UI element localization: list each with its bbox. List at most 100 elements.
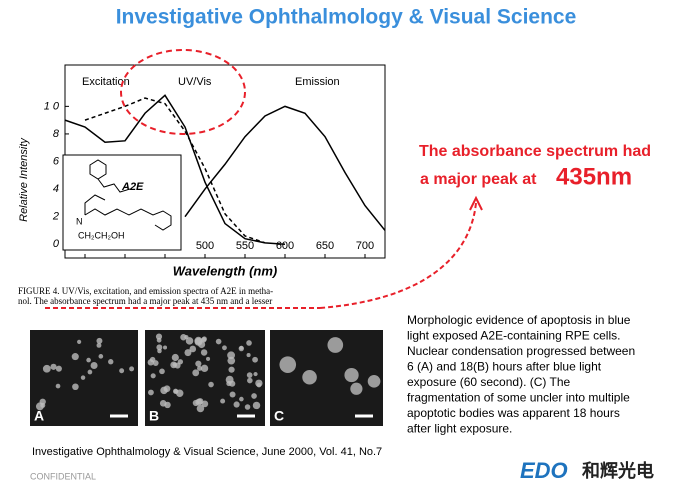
cell — [194, 336, 203, 345]
description-line: 6 (A) and 18(B) hours after blue light — [407, 360, 602, 374]
description-line: exposure (60 second). (C) The — [407, 375, 571, 389]
cell — [222, 345, 227, 351]
cell — [327, 337, 344, 353]
cell — [246, 353, 251, 358]
cell — [208, 381, 214, 388]
cell — [50, 363, 57, 370]
x-tick-label: 550 — [236, 240, 254, 252]
panel-label: B — [149, 408, 159, 424]
cell — [233, 401, 240, 408]
y-tick-label: 8 — [53, 128, 60, 140]
caption: FIGURE 4. UV/Vis, excitation, and emissi… — [18, 286, 273, 296]
x-tick-label: 700 — [356, 240, 374, 252]
caption: nol. The absorbance spectrum had a major… — [18, 296, 272, 306]
highlight-ellipse — [120, 49, 246, 135]
callout: a major peak at — [420, 171, 537, 188]
cell — [195, 360, 202, 367]
cell — [72, 383, 79, 391]
cell — [228, 366, 235, 373]
cell — [225, 375, 234, 384]
cell — [87, 369, 93, 375]
cell — [171, 353, 179, 362]
cell — [173, 388, 179, 394]
cell — [246, 372, 253, 378]
cell — [155, 333, 163, 340]
cell — [197, 365, 203, 371]
callout: The absorbance spectrum had — [419, 143, 651, 160]
cell — [279, 356, 297, 373]
cell — [71, 353, 79, 361]
inset — [62, 154, 182, 251]
cell — [96, 337, 103, 344]
cell — [244, 404, 251, 410]
cell — [185, 337, 194, 345]
cell — [156, 337, 162, 343]
y-tick-label: 6 — [53, 155, 60, 167]
cell — [172, 362, 177, 367]
legend-label: Emission — [295, 76, 340, 88]
confidential: CONFIDENTIAL — [30, 471, 96, 481]
cell — [86, 357, 91, 363]
legend-label: Excitation — [82, 76, 130, 88]
cell — [196, 404, 205, 413]
cell — [119, 368, 125, 374]
arrow — [319, 202, 477, 309]
cell — [247, 377, 253, 384]
cell — [152, 360, 159, 366]
cell — [55, 383, 61, 389]
description-line: light exposed A2E-containing RPE cells. — [407, 329, 620, 343]
cell — [367, 374, 381, 388]
title: Investigative Ophthalmology & Visual Sci… — [116, 6, 577, 29]
cell — [150, 373, 156, 379]
cell — [201, 337, 207, 343]
panel-label: C — [274, 408, 284, 424]
cell — [90, 362, 98, 370]
cell — [256, 382, 262, 388]
cell — [147, 359, 154, 366]
x-tick-label: 500 — [196, 240, 214, 252]
cell — [246, 340, 252, 346]
spectrum-line — [184, 105, 386, 231]
cell — [302, 370, 317, 385]
y-tick-label: 1 0 — [44, 100, 60, 112]
arrow-head — [469, 195, 483, 211]
photos: A B C — [30, 330, 383, 426]
cell — [159, 368, 165, 375]
cell — [156, 344, 163, 351]
description: Morphologic evidence of apoptosis in blu… — [407, 313, 635, 436]
cell — [251, 393, 257, 399]
structure — [84, 159, 172, 231]
cell — [96, 342, 102, 348]
description-line: after light exposure. — [407, 422, 512, 436]
description-line: fragmentation of some uncler into multip… — [407, 391, 630, 405]
cell — [98, 354, 104, 359]
y-tick-label: 0 — [53, 238, 60, 250]
cell — [229, 391, 236, 398]
cell — [157, 348, 162, 354]
cell — [350, 382, 363, 395]
spectrum-line — [84, 97, 266, 244]
cell — [80, 375, 86, 380]
cell — [40, 402, 46, 408]
company: 和辉光电 — [582, 460, 654, 481]
x-tick-label: 650 — [316, 240, 334, 252]
cell — [206, 356, 211, 361]
cell — [252, 356, 258, 363]
cell — [148, 389, 154, 396]
cell — [164, 401, 171, 409]
inset-atom: N — [76, 216, 83, 226]
y-axis-label: Relative Intensity — [18, 137, 30, 222]
callout-peak: 435nm — [556, 163, 632, 190]
description-line: Morphologic evidence of apoptosis in blu… — [407, 313, 631, 327]
cell — [253, 372, 258, 377]
cell — [163, 345, 168, 350]
x-tick-label: 600 — [276, 240, 294, 252]
cell — [200, 364, 209, 373]
description-line: apoptotic bodies was apparent 18 hours — [407, 406, 620, 420]
cell — [252, 401, 261, 410]
panel-label: A — [34, 408, 44, 424]
cell — [42, 364, 51, 373]
x-axis-label: Wavelength (nm) — [173, 263, 278, 278]
cell — [177, 359, 184, 365]
